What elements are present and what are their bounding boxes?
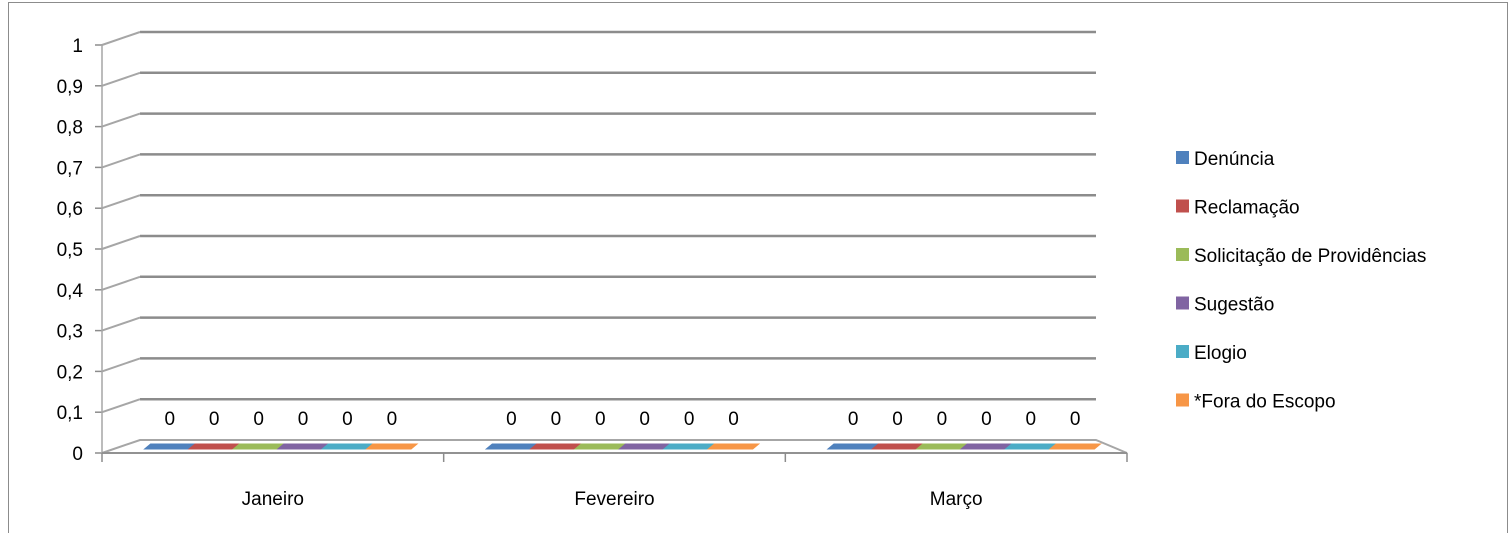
wall-gridline-diagonal [101, 235, 141, 250]
legend-swatch [1176, 151, 1189, 164]
legend-label: Sugestão [1194, 295, 1274, 316]
bar [959, 443, 1013, 450]
y-tick-label: 0,8 [57, 118, 83, 139]
wall-gridline-diagonal [101, 275, 141, 291]
legend-swatch [1176, 296, 1189, 310]
bar [232, 443, 286, 450]
bar [1048, 443, 1102, 450]
data-label: 0 [165, 409, 176, 430]
bar [662, 443, 716, 450]
data-label: 0 [1070, 409, 1081, 430]
wall-gridline-diagonal [101, 71, 141, 87]
bar [143, 443, 197, 450]
wall-gridline-diagonal [101, 112, 141, 128]
bar [573, 443, 627, 450]
bar [618, 443, 672, 450]
y-tick-label: 1 [72, 36, 83, 57]
y-tick-label: 0,9 [57, 77, 83, 98]
bar [529, 443, 583, 450]
y-tick-label: 0,4 [57, 281, 84, 302]
data-label: 0 [253, 409, 264, 430]
wall-gridline-diagonal [101, 153, 141, 169]
y-tick-label: 0,2 [57, 362, 83, 383]
legend-swatch [1176, 248, 1189, 261]
x-tick-label: Fevereiro [574, 489, 654, 510]
bar [365, 443, 419, 450]
data-label: 0 [981, 409, 992, 430]
data-label: 0 [595, 409, 606, 430]
bar [276, 443, 330, 450]
legend-swatch [1176, 199, 1189, 213]
data-label: 0 [506, 409, 517, 430]
data-label: 0 [684, 409, 695, 430]
wall-gridline-diagonal [101, 194, 141, 210]
data-label: 0 [937, 409, 948, 430]
legend-label: Reclamação [1194, 198, 1300, 219]
data-label: 0 [639, 409, 650, 430]
data-label: 0 [342, 409, 353, 430]
chart-frame: 0 0,1 0,2 0,3 0,4 0,5 0,6 0,7 0,8 0,9 1 0 0 0 0 0 0 Janei… [8, 2, 1508, 533]
bar [915, 443, 969, 450]
wall-gridline-diagonal [101, 316, 141, 332]
x-tick-label: Janeiro [242, 489, 304, 510]
legend-label: Solicitação de Providências [1194, 246, 1426, 267]
bar [706, 443, 761, 450]
bar [187, 443, 241, 450]
y-tick-label: 0 [72, 444, 83, 465]
legend-label: Elogio [1194, 343, 1247, 364]
legend-swatch [1176, 345, 1189, 358]
x-tick-label: Março [930, 489, 983, 510]
y-tick-label: 0,6 [57, 199, 83, 220]
y-tick-label: 0,1 [57, 403, 83, 424]
chart: 0 0,1 0,2 0,3 0,4 0,5 0,6 0,7 0,8 0,9 1 0 0 0 0 0 0 Janei… [57, 30, 1426, 510]
data-label: 0 [298, 409, 309, 430]
legend-label: *Fora do Escopo [1194, 392, 1336, 413]
data-label: 0 [892, 409, 903, 430]
data-label: 0 [848, 409, 859, 430]
legend-swatch [1176, 393, 1189, 407]
wall-gridline-diagonal [101, 398, 141, 414]
data-label: 0 [1026, 409, 1037, 430]
bar [826, 443, 880, 450]
data-label: 0 [728, 409, 739, 430]
legend-label: Denúncia [1194, 149, 1275, 170]
bar [484, 443, 539, 450]
y-tick-label: 0,3 [57, 322, 83, 343]
wall-gridline-diagonal [101, 357, 141, 373]
bar [1004, 443, 1058, 450]
data-label: 0 [387, 409, 398, 430]
y-tick-label: 0,5 [57, 240, 83, 261]
bar [320, 443, 375, 450]
data-label: 0 [209, 409, 220, 430]
data-label: 0 [551, 409, 562, 430]
y-tick-label: 0,7 [57, 158, 83, 179]
bar [870, 443, 925, 450]
wall-gridline-diagonal [101, 31, 141, 46]
